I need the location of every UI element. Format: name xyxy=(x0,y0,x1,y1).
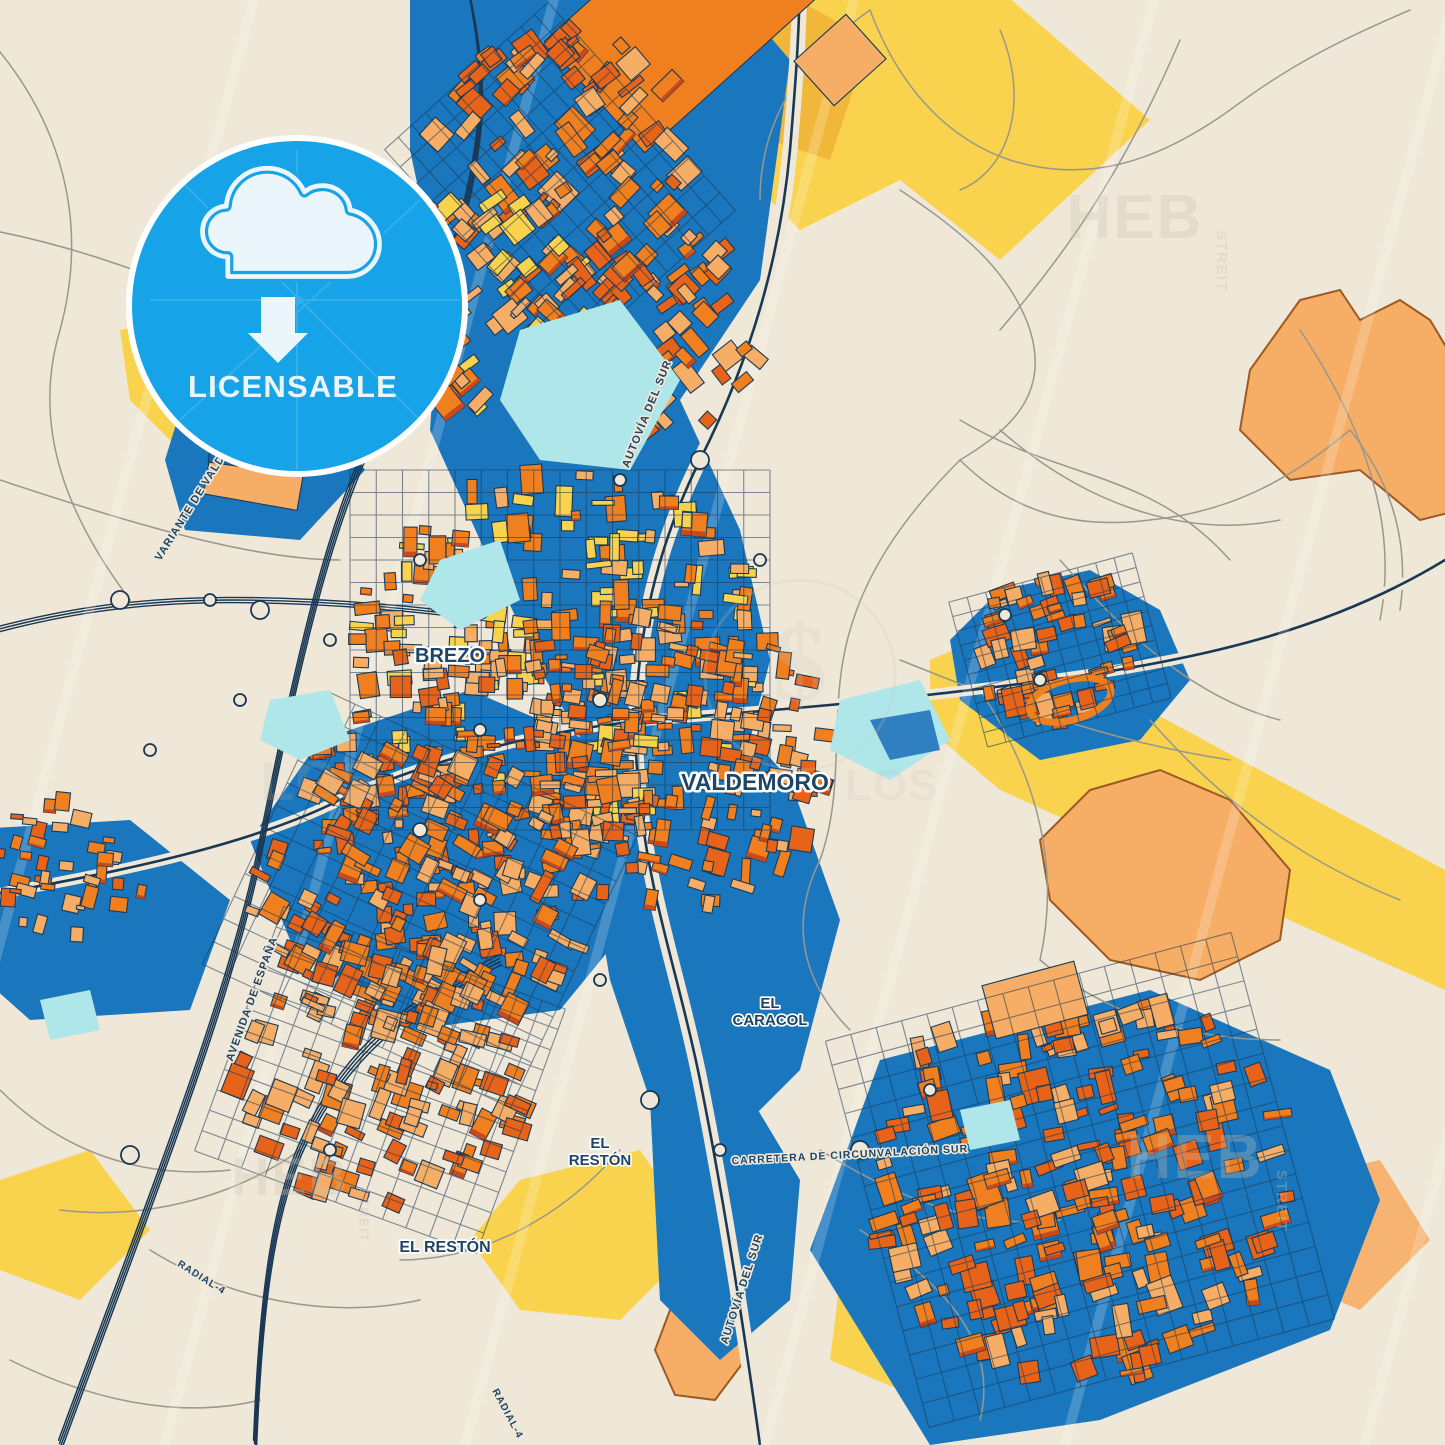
svg-text:LOS: LOS xyxy=(845,761,938,810)
svg-text:HEB: HEB xyxy=(1127,1123,1264,1192)
svg-text:RESTÓN: RESTÓN xyxy=(569,1151,632,1169)
svg-text:VALDEMORO: VALDEMORO xyxy=(681,769,829,795)
svg-text:CARACOL: CARACOL xyxy=(733,1012,808,1029)
svg-text:EL: EL xyxy=(760,995,779,1012)
svg-text:LOS: LOS xyxy=(260,749,378,812)
svg-text:BREZO: BREZO xyxy=(415,645,485,667)
svg-text:HEB: HEB xyxy=(231,1148,348,1207)
svg-text:LICENSABLE: LICENSABLE xyxy=(188,369,398,404)
svg-text:STREIT: STREIT xyxy=(1273,1170,1290,1232)
svg-text:EL RESTÓN: EL RESTÓN xyxy=(399,1237,490,1256)
svg-text:STREIT: STREIT xyxy=(357,1188,372,1242)
svg-text:STREIT: STREIT xyxy=(1213,230,1230,292)
svg-text:EL: EL xyxy=(590,1135,609,1152)
svg-text:HEB: HEB xyxy=(1067,183,1204,252)
svg-text:$: $ xyxy=(773,602,828,724)
